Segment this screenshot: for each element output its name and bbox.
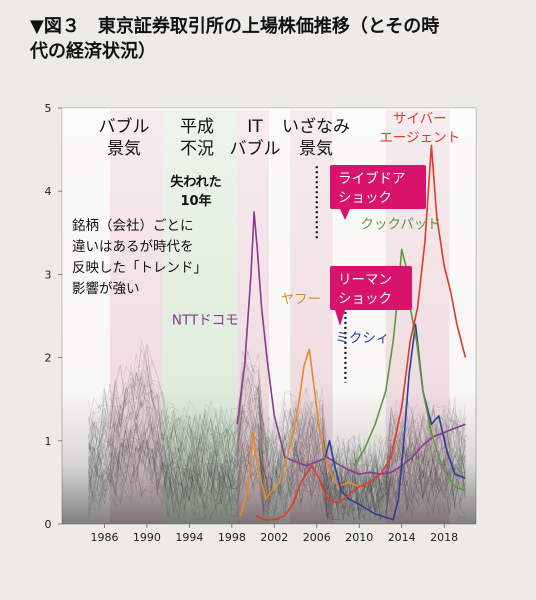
series-label-3: クックパッド: [360, 217, 440, 233]
series-line-4: [255, 144, 467, 521]
x-tick-label: 1994: [175, 531, 203, 544]
x-tick-label: 2010: [345, 531, 373, 544]
trend-note: 銘柄（会社）ごとに違いはあるが時代を反映した「トレンド」影響が強い: [72, 218, 207, 297]
y-tick-label: 2: [45, 352, 52, 365]
livedoor-callout-box: [330, 165, 426, 209]
lehman-callout-tail: [335, 310, 345, 326]
stock-haze: [62, 390, 476, 524]
x-tick-label: 1990: [133, 531, 161, 544]
x-tick-label: 2002: [260, 531, 288, 544]
series-label-0: NTTドコモ: [172, 312, 239, 328]
y-tick-label: 3: [45, 268, 52, 281]
period-label: IT バブル: [230, 117, 281, 159]
lehman-callout-box: [330, 266, 412, 310]
x-tick-label: 2014: [388, 531, 416, 544]
series-line-0: [236, 211, 466, 475]
livedoor-callout-tail: [340, 209, 350, 220]
figure-title-line1: ▼図３ 東京証券取引所の上場株価推移（とその時: [30, 16, 440, 37]
series-label-4: サイバーエージェント: [379, 111, 460, 146]
x-tick-label: 2018: [430, 531, 458, 544]
lost-decade-label: 失われた 10年: [170, 174, 221, 209]
x-tick-label: 1998: [218, 531, 246, 544]
y-tick-label: 0: [45, 518, 52, 531]
lehman-callout: リーマンショック: [330, 266, 412, 326]
y-tick-label: 4: [45, 185, 52, 198]
livedoor-callout: ライブドアショック: [330, 165, 426, 220]
period-label: 平成不況: [180, 117, 214, 159]
figure-title: ▼図３ 東京証券取引所の上場株価推移（とその時 代の経済状況）: [30, 14, 520, 64]
series-label-1: ヤフー: [281, 292, 322, 308]
x-tick-label: 1986: [90, 531, 118, 544]
series-line-2: [324, 323, 466, 521]
figure-title-line2: 代の経済状況）: [30, 41, 156, 62]
livedoor-callout-text: ライブドアショック: [338, 170, 406, 206]
period-label: いざなみ景気: [282, 116, 350, 159]
period-label: バブル景気: [99, 116, 150, 159]
series-label-2: ミクシィ: [335, 331, 389, 347]
y-tick-label: 5: [45, 102, 52, 115]
y-tick-label: 1: [45, 435, 52, 448]
lehman-callout-text: リーマンショック: [338, 272, 392, 307]
series-line-1: [239, 348, 360, 516]
x-tick-label: 2006: [303, 531, 331, 544]
